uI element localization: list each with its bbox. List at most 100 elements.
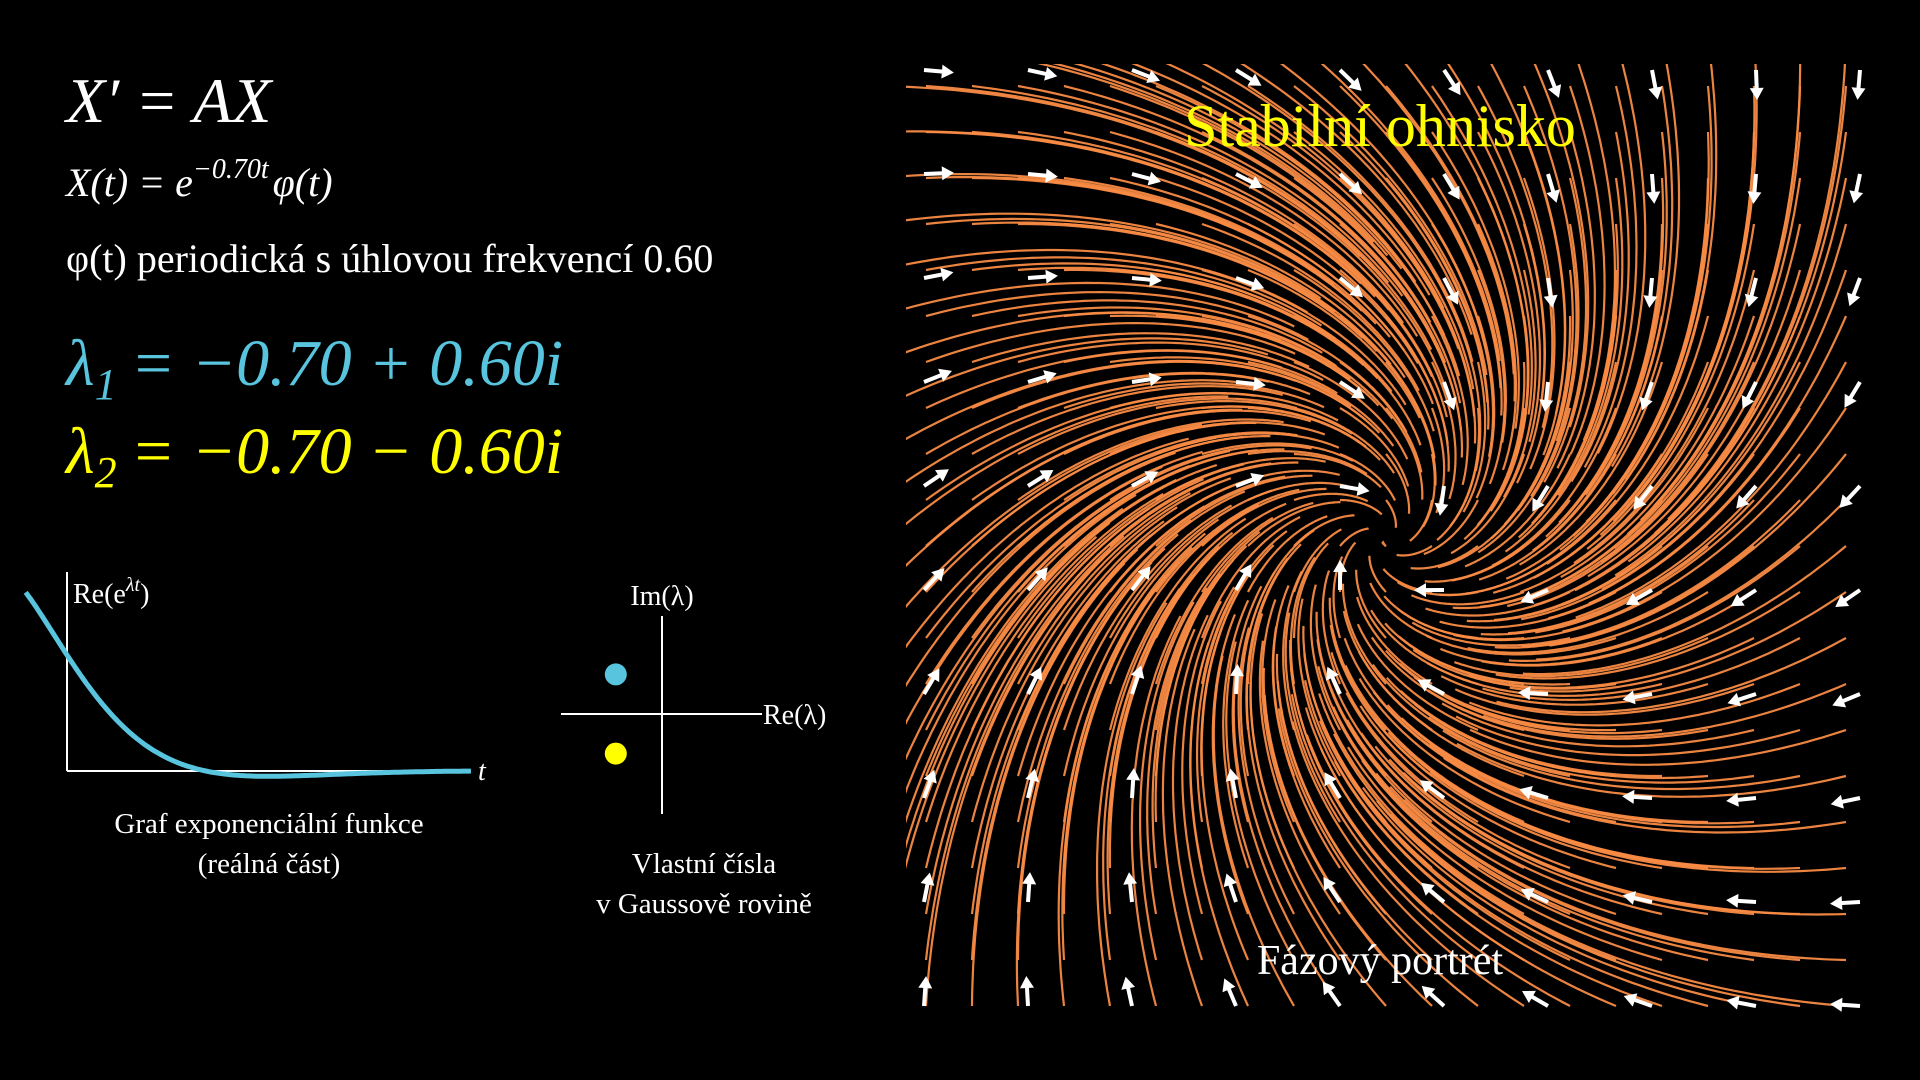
arrow-head [1322, 981, 1336, 996]
stream-line [1414, 730, 1755, 825]
solution-equation: X(t) = e−0.70t φ(t) [64, 154, 333, 205]
arrow-head [1851, 87, 1866, 100]
stream-line [1017, 397, 1298, 455]
stream-line [1558, 223, 1664, 524]
arrow-head [938, 368, 952, 382]
stream-line [1468, 637, 1755, 689]
arrow-head [1250, 473, 1264, 487]
y-label-base: Re(e [73, 579, 126, 610]
stream-line [1532, 315, 1664, 552]
stream-line [1600, 223, 1802, 564]
arrow-head [1744, 293, 1759, 308]
stream-line [1507, 499, 1755, 635]
vector-arrow [1622, 789, 1653, 804]
stream-line [1061, 574, 1167, 961]
stream-line [1573, 269, 1756, 565]
stream-line [1200, 628, 1250, 961]
stream-line [1339, 452, 1396, 501]
vector-arrow [1622, 891, 1653, 905]
stream-line [1375, 772, 1755, 962]
arrow-head [1148, 372, 1162, 387]
stream-line [1261, 599, 1296, 823]
stream-line [1155, 130, 1433, 351]
arrow-head [1747, 191, 1762, 204]
arrow-head [1736, 494, 1750, 509]
stream-line [1316, 638, 1433, 823]
arrow-head [1633, 495, 1647, 510]
arrow-head [1741, 395, 1755, 409]
solution-rhs: φ(t) [273, 160, 333, 205]
stream-line [906, 337, 1269, 397]
stream-line [1016, 533, 1179, 869]
stream-line [1017, 371, 1311, 410]
arrow-head [1518, 686, 1531, 701]
stream-line [1247, 450, 1368, 475]
stream-line [1063, 409, 1312, 455]
arrow-head [1847, 292, 1861, 307]
vector-arrow [1832, 692, 1861, 708]
stream-line [1572, 223, 1710, 537]
stream-line [971, 299, 1323, 354]
stream-line [1489, 315, 1530, 512]
vector-arrow [1222, 978, 1238, 1007]
stream-line [1309, 584, 1341, 731]
stream-line [1410, 545, 1479, 570]
vector-arrow [1442, 381, 1457, 411]
stream-line [925, 322, 1296, 364]
arrow-head [1830, 896, 1843, 910]
arrow-head [1239, 564, 1252, 578]
stream-line [1359, 705, 1617, 870]
vector-arrow [1539, 381, 1554, 412]
stream-line [1482, 637, 1801, 701]
vector-arrow [1235, 276, 1265, 291]
arrow-head [1519, 786, 1533, 800]
vector-arrow [1741, 381, 1758, 409]
arrow-head [1830, 794, 1844, 809]
arrow-head [927, 668, 940, 683]
stream-line [1109, 461, 1299, 547]
stream-line [1610, 64, 1681, 468]
arrow-head [1349, 284, 1363, 298]
arrow-head [1414, 583, 1426, 598]
arrow-head [1726, 995, 1740, 1010]
stream-line [1583, 85, 1638, 468]
vector-arrow [1730, 588, 1758, 607]
arrow-head [1326, 666, 1339, 681]
vector-arrow [1338, 172, 1363, 195]
arrow-head [1622, 789, 1635, 804]
arrow-head [1348, 181, 1363, 195]
stream-line [1385, 315, 1450, 472]
stream-line [1063, 311, 1352, 381]
arrow-head [1029, 667, 1043, 681]
stream-line [1614, 223, 1848, 577]
vector-arrow [1830, 794, 1861, 809]
stream-line [1247, 85, 1474, 363]
solution-exponent: −0.70t [193, 154, 270, 185]
vector-arrow [1518, 686, 1549, 701]
vector-arrow [922, 769, 937, 799]
stream-line [1139, 601, 1195, 961]
stream-line [1318, 720, 1571, 961]
stream-line [1440, 675, 1709, 706]
stream-line [1455, 715, 1801, 757]
vector-arrow [1027, 370, 1057, 384]
stream-line [1640, 85, 1802, 521]
vector-arrow [1747, 173, 1762, 204]
stream-line [1015, 575, 1140, 1007]
stream-line [1293, 131, 1475, 390]
stream-line [925, 256, 1323, 327]
vector-arrow [1543, 277, 1558, 308]
vector-arrow [1727, 692, 1757, 707]
vector-arrow [920, 872, 935, 903]
arrow-head [1832, 694, 1847, 708]
vector-arrow [1442, 68, 1461, 96]
stream-line [1584, 131, 1668, 496]
vector-field [918, 64, 1866, 1012]
stream-line [1293, 315, 1422, 446]
arrow-head [1421, 882, 1435, 896]
phase-caption: Fázový portrét [1257, 938, 1503, 984]
arrow-head [1248, 176, 1263, 189]
stream-line [1456, 742, 1847, 798]
stream-line [1426, 661, 1663, 697]
arrow-head [1250, 277, 1265, 291]
